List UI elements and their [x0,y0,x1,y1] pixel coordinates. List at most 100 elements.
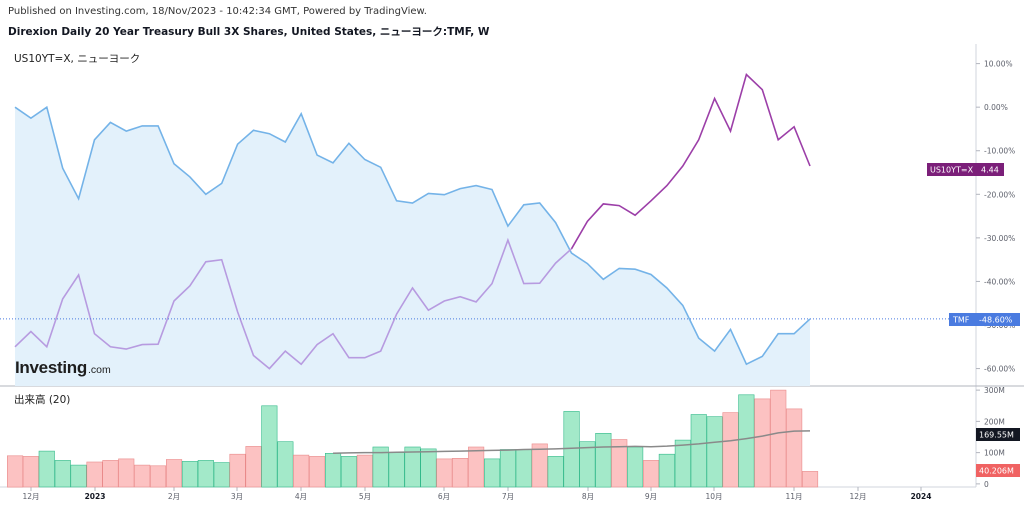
volume-bar [86,461,103,488]
xtick-label: 6月 [438,492,450,501]
main-ytick-label: 10.00% [984,60,1013,69]
volume-bar [197,460,214,488]
tmf-badge-value: -48.60% [979,316,1013,325]
volume-legend[interactable]: 出来高 (20) [14,394,71,406]
volume-bars [7,389,819,488]
volume-bar [611,439,628,488]
volume-bar [7,455,24,488]
overlay-legend[interactable]: US10YT=X, ニューヨーク [14,53,141,65]
main-ytick-label: -20.00% [984,190,1015,199]
logo-wordmark: Investing [15,358,87,377]
volume-last-badge: 40.206M [976,464,1020,477]
main-ytick-label: 0.00% [984,103,1008,112]
us10y-badge: US10YT=X 4.44 [927,163,1004,176]
volume-bar [181,461,198,488]
tmf-badge-name: TMF [952,316,970,325]
volume-bar [801,471,819,488]
volume-bar [738,394,755,488]
volume-bar [547,456,564,488]
volume-bar [786,408,803,488]
logo-suffix: .com [88,364,111,376]
chart-title: Direxion Daily 20 Year Treasury Bull 3X … [8,26,490,38]
us10y-badge-name: US10YT=X [930,166,974,175]
volume-bar [404,446,421,488]
volume-bar [277,441,294,488]
vol-last-badge-value: 40.206M [979,467,1014,476]
volume-ma-line [332,430,811,455]
volume-ma-polyline [332,430,811,455]
volume-bar [372,446,389,488]
volume-bar [674,439,691,488]
volume-bar [102,460,119,488]
volume-bar [150,465,167,488]
vol-ma-badge-bg [976,428,1020,441]
volume-bar [658,453,675,488]
tmf-badge-name-bg [949,313,976,326]
us10y-line-early [14,237,573,370]
volume-bar [261,405,278,488]
investing-logo: Investing .com [15,358,111,377]
volume-bar [531,443,548,488]
main-ytick-label: -40.00% [984,277,1015,286]
tmf-area-fill [15,107,810,386]
tmf-badge-value-bg [976,313,1020,326]
xtick-label: 12月 [849,492,866,501]
volume-bar [483,458,501,488]
volume-bar [595,432,612,488]
volume-bar [642,460,660,488]
xtick-label: 12月 [22,492,39,501]
volume-ytick-label: 100M [984,449,1005,458]
main-ytick-label: -10.00% [984,147,1015,156]
volume-bar [690,414,707,488]
volume-bar [166,459,183,488]
volume-bar [436,458,453,488]
volume-ytick-label: 0 [984,480,989,489]
volume-bar [118,458,135,488]
volume-bar [452,457,469,488]
volume-bar [579,441,596,488]
tmf-line [14,105,811,366]
volume-bar [388,452,405,488]
volume-ytick-label: 300M [984,386,1005,395]
volume-bar [706,416,723,488]
us10y-line-recent [570,73,811,250]
volume-ytick-label: 200M [984,417,1005,426]
volume-ma-badge: 169.55M [976,428,1020,441]
main-price-axis: 10.00% 0.00% -10.00% -20.00% -30.00% -40.00% -… [976,60,1015,374]
us10y-badge-value: 4.44 [981,166,999,175]
xtick-label: 2023 [85,492,106,501]
volume-bar [722,412,739,488]
tmf-area-series [14,105,811,386]
xtick-label: 3月 [231,492,243,501]
volume-bar [770,389,787,488]
volume-bar [134,464,151,488]
volume-bar [38,450,55,488]
volume-bar [54,460,71,488]
us10y-line-series [14,73,811,370]
us10y-badge-value-bg [976,163,1004,176]
xtick-label: 10月 [705,492,722,501]
volume-bar [420,448,437,488]
volume-bar [324,452,342,488]
main-ytick-label: -60.00% [984,365,1015,374]
vol-last-badge-bg [976,464,1020,477]
main-ytick-label: -30.00% [984,234,1015,243]
volume-bar [468,446,485,488]
xtick-label: 2024 [911,492,932,501]
volume-bar [515,449,532,488]
volume-axis: 300M 200M 100M 0 [976,386,1005,489]
volume-bar [70,464,87,488]
xtick-label: 5月 [359,492,371,501]
volume-bar [229,453,246,488]
volume-bar [293,454,310,488]
volume-bar [754,398,771,488]
volume-bar [213,462,230,488]
volume-bar [356,454,373,488]
volume-bar [340,456,358,488]
volume-bar [245,446,262,488]
volume-bar [22,456,39,488]
tmf-badge: TMF -48.60% [949,313,1020,326]
volume-bar [309,456,326,488]
xtick-label: 7月 [502,492,514,501]
